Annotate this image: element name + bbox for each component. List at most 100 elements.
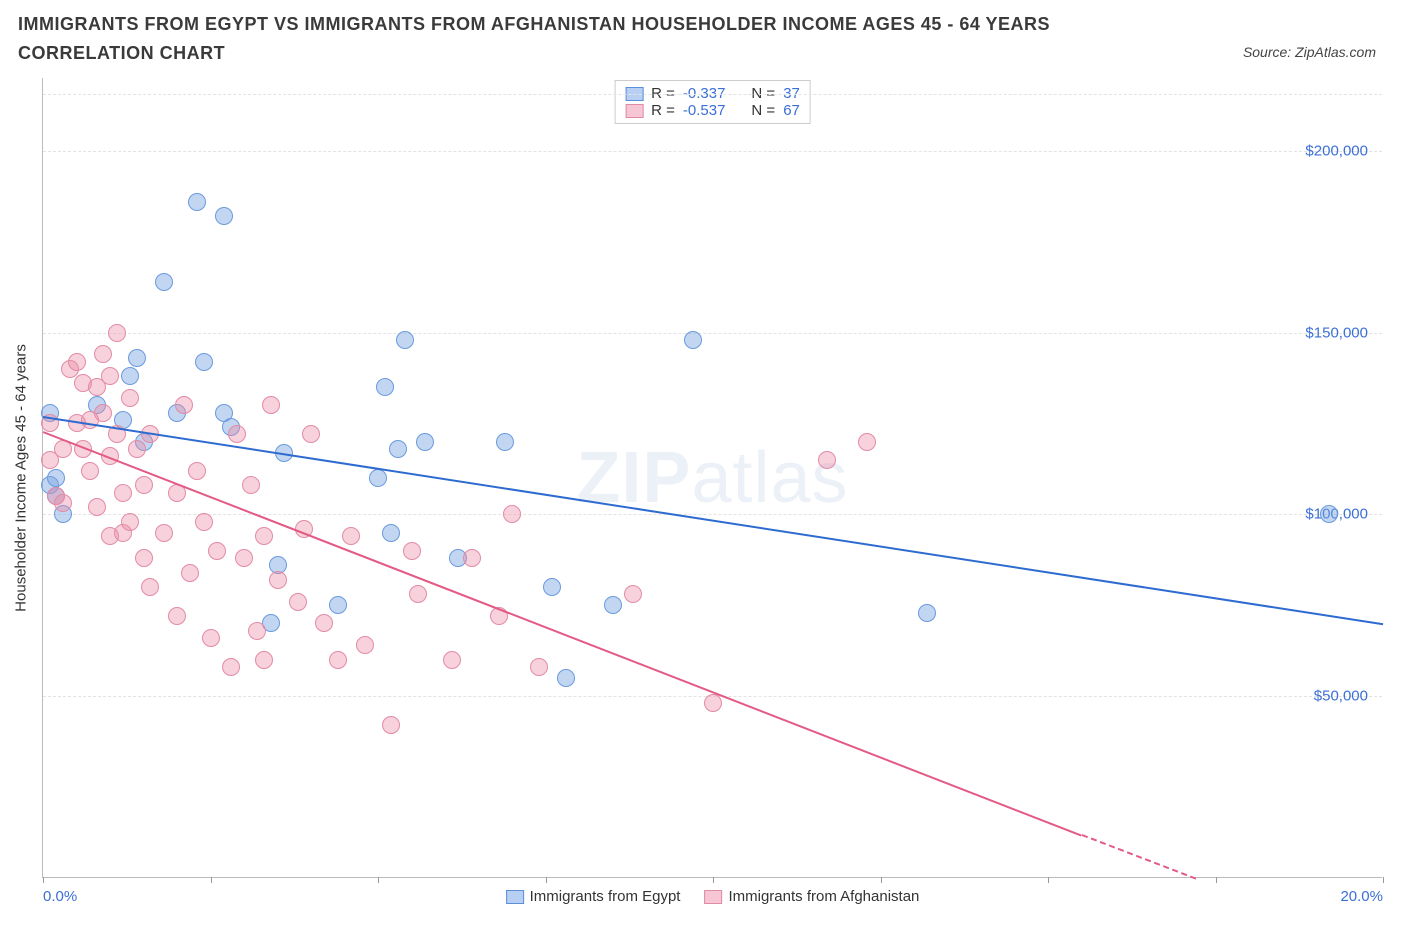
data-point [101, 367, 119, 385]
x-tick [378, 877, 379, 883]
data-point [704, 694, 722, 712]
chart-title: IMMIGRANTS FROM EGYPT VS IMMIGRANTS FROM… [18, 10, 1186, 68]
trend-line [1081, 834, 1196, 880]
data-point [302, 425, 320, 443]
correlation-legend: R = -0.337N = 37R = -0.537N = 67 [614, 80, 811, 124]
trend-line [43, 416, 1383, 625]
x-tick-label: 0.0% [43, 888, 77, 905]
data-point [443, 651, 461, 669]
data-point [108, 324, 126, 342]
x-tick [546, 877, 547, 883]
x-tick [713, 877, 714, 883]
data-point [195, 513, 213, 531]
data-point [135, 476, 153, 494]
data-point [1320, 505, 1338, 523]
y-tick-label: $200,000 [1305, 142, 1368, 159]
data-point [181, 564, 199, 582]
gridline [43, 333, 1382, 334]
data-point [503, 505, 521, 523]
data-point [81, 462, 99, 480]
series-legend: Immigrants from Egypt Immigrants from Afg… [506, 888, 920, 905]
data-point [94, 404, 112, 422]
data-point [858, 433, 876, 451]
data-point [416, 433, 434, 451]
legend-row: R = -0.537 N = 67 [625, 102, 800, 119]
data-point [175, 396, 193, 414]
data-point [188, 462, 206, 480]
data-point [228, 425, 246, 443]
data-point [222, 658, 240, 676]
x-tick [1383, 877, 1384, 883]
data-point [54, 494, 72, 512]
data-point [135, 549, 153, 567]
x-tick [211, 877, 212, 883]
trend-line [43, 431, 1082, 836]
data-point [128, 349, 146, 367]
data-point [329, 596, 347, 614]
data-point [235, 549, 253, 567]
data-point [557, 669, 575, 687]
data-point [242, 476, 260, 494]
data-point [543, 578, 561, 596]
data-point [255, 651, 273, 669]
gridline [43, 514, 1382, 515]
data-point [47, 469, 65, 487]
data-point [918, 604, 936, 622]
data-point [356, 636, 374, 654]
data-point [369, 469, 387, 487]
data-point [530, 658, 548, 676]
x-tick [1048, 877, 1049, 883]
legend-n-label: N = [751, 102, 775, 119]
y-tick-label: $150,000 [1305, 324, 1368, 341]
data-point [376, 378, 394, 396]
data-point [155, 273, 173, 291]
x-tick [43, 877, 44, 883]
data-point [269, 571, 287, 589]
y-tick-label: $50,000 [1314, 688, 1368, 705]
legend-r-value: -0.537 [683, 102, 726, 119]
legend-swatch [704, 890, 722, 904]
data-point [289, 593, 307, 611]
data-point [208, 542, 226, 560]
data-point [463, 549, 481, 567]
data-point [818, 451, 836, 469]
bottom-legend-label: Immigrants from Egypt [530, 888, 681, 905]
data-point [403, 542, 421, 560]
data-point [121, 367, 139, 385]
legend-n-value: 67 [783, 102, 800, 119]
x-tick-label: 20.0% [1340, 888, 1383, 905]
data-point [168, 607, 186, 625]
bottom-legend-label: Immigrants from Afghanistan [728, 888, 919, 905]
data-point [202, 629, 220, 647]
data-point [315, 614, 333, 632]
legend-swatch [506, 890, 524, 904]
bottom-legend-item: Immigrants from Egypt [506, 888, 681, 905]
data-point [188, 193, 206, 211]
data-point [329, 651, 347, 669]
data-point [248, 622, 266, 640]
data-point [684, 331, 702, 349]
gridline [43, 151, 1382, 152]
data-point [215, 207, 233, 225]
data-point [382, 716, 400, 734]
data-point [68, 353, 86, 371]
data-point [409, 585, 427, 603]
data-point [624, 585, 642, 603]
data-point [382, 524, 400, 542]
data-point [114, 484, 132, 502]
data-point [342, 527, 360, 545]
y-axis-label: Householder Income Ages 45 - 64 years [13, 344, 30, 612]
chart-plot-area: Householder Income Ages 45 - 64 years ZI… [42, 78, 1382, 878]
data-point [195, 353, 213, 371]
data-point [255, 527, 273, 545]
data-point [396, 331, 414, 349]
x-tick [1216, 877, 1217, 883]
data-point [141, 578, 159, 596]
legend-swatch [625, 104, 643, 118]
data-point [604, 596, 622, 614]
legend-r-label: R = [651, 102, 675, 119]
data-point [128, 440, 146, 458]
data-point [121, 389, 139, 407]
data-point [389, 440, 407, 458]
data-point [121, 513, 139, 531]
